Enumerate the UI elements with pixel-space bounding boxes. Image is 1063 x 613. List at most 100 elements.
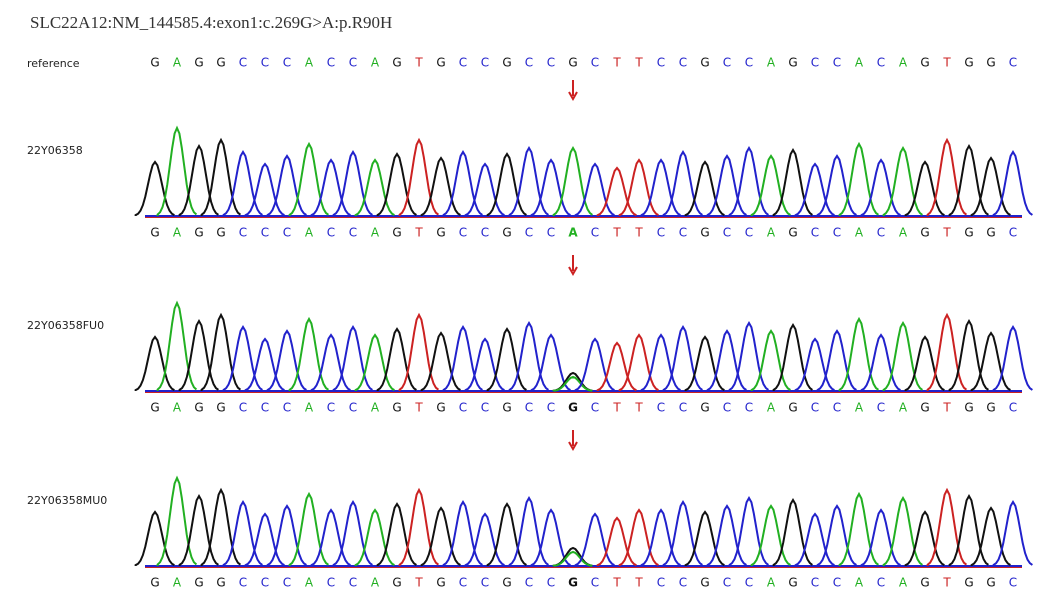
sample-base: G	[392, 226, 401, 240]
peak	[772, 148, 813, 217]
sample-base: G	[502, 576, 511, 590]
peak	[200, 487, 242, 567]
peak	[288, 491, 330, 567]
peak	[464, 512, 505, 567]
sample-base: C	[283, 576, 291, 590]
reference-base: C	[833, 56, 841, 70]
sample-base: A	[899, 576, 908, 590]
sample-base: G	[502, 401, 511, 415]
peak	[486, 502, 527, 567]
peak	[134, 160, 175, 217]
variant-base: G	[568, 576, 578, 590]
reference-base: T	[612, 56, 621, 70]
sample-base: T	[612, 576, 621, 590]
peak	[156, 125, 198, 217]
sample-base: C	[723, 576, 731, 590]
peak	[640, 508, 681, 567]
peak	[992, 150, 1033, 217]
reference-base: G	[986, 56, 995, 70]
sample-base: A	[855, 226, 864, 240]
peak	[508, 145, 550, 217]
sample-base: A	[371, 401, 380, 415]
peak	[244, 512, 285, 567]
sample-base: T	[634, 226, 643, 240]
peak	[178, 318, 219, 392]
peak	[420, 506, 461, 567]
sample-base: C	[679, 576, 687, 590]
sample-base: A	[173, 401, 182, 415]
sample-base: C	[877, 401, 885, 415]
reference-base: G	[788, 56, 797, 70]
peak	[662, 325, 703, 392]
sample-base: C	[327, 401, 335, 415]
sample-base: A	[173, 226, 182, 240]
sample-base: G	[700, 401, 709, 415]
peak	[574, 162, 615, 217]
sample-base: C	[811, 226, 819, 240]
peak	[772, 323, 813, 392]
peak	[332, 325, 373, 392]
sample-base: C	[283, 226, 291, 240]
reference-base: T	[942, 56, 951, 70]
reference-base: C	[877, 56, 885, 70]
sample-base: G	[920, 226, 929, 240]
reference-base: C	[591, 56, 599, 70]
sample-base: C	[327, 576, 335, 590]
peak	[310, 508, 351, 567]
peak	[816, 329, 857, 392]
peak	[530, 333, 571, 392]
sample-base: C	[679, 401, 687, 415]
peak	[794, 512, 835, 567]
peak	[662, 500, 703, 567]
sample-base: C	[657, 401, 665, 415]
reference-base: T	[634, 56, 643, 70]
peak	[376, 152, 417, 217]
peak	[904, 335, 945, 392]
sample-base: T	[942, 576, 951, 590]
peak	[948, 318, 989, 392]
sample-label: 22Y06358	[27, 144, 83, 157]
sample-base: G	[436, 226, 445, 240]
peak	[354, 333, 395, 392]
sample-base: T	[612, 401, 621, 415]
reference-base: C	[283, 56, 291, 70]
sample-base: G	[788, 576, 797, 590]
reference-base: C	[349, 56, 357, 70]
sample-base: A	[899, 226, 908, 240]
sample-base: G	[986, 226, 995, 240]
sample-base: C	[261, 401, 269, 415]
reference-base: A	[173, 56, 182, 70]
sample-base: C	[525, 226, 533, 240]
arrow-head	[568, 91, 578, 102]
peak	[882, 145, 924, 217]
sample-base: G	[502, 226, 511, 240]
peak	[310, 333, 351, 392]
peak	[420, 156, 461, 217]
peak	[728, 320, 770, 392]
sample-base: C	[481, 576, 489, 590]
peak	[464, 162, 505, 217]
title: SLC22A12:NM_144585.4:exon1:c.269G>A:p.R9…	[30, 13, 392, 32]
reference-base: C	[745, 56, 753, 70]
peak	[706, 329, 747, 392]
peak	[288, 316, 330, 392]
sample-label: 22Y06358FU0	[27, 319, 104, 332]
peak	[882, 495, 924, 567]
peak	[860, 158, 901, 217]
sample-base: G	[150, 226, 159, 240]
peak	[926, 137, 968, 217]
peak	[860, 333, 901, 392]
peak	[398, 312, 440, 392]
sample-base: C	[811, 576, 819, 590]
sample-base: C	[833, 226, 841, 240]
peak	[772, 498, 813, 567]
peak	[420, 331, 461, 392]
sample-base: G	[986, 401, 995, 415]
peak	[596, 341, 637, 392]
peak	[838, 316, 880, 392]
peak	[618, 333, 659, 392]
variant-base: A	[568, 226, 578, 240]
sample-base: C	[657, 226, 665, 240]
sample-base: G	[964, 576, 973, 590]
sample-base: G	[436, 576, 445, 590]
